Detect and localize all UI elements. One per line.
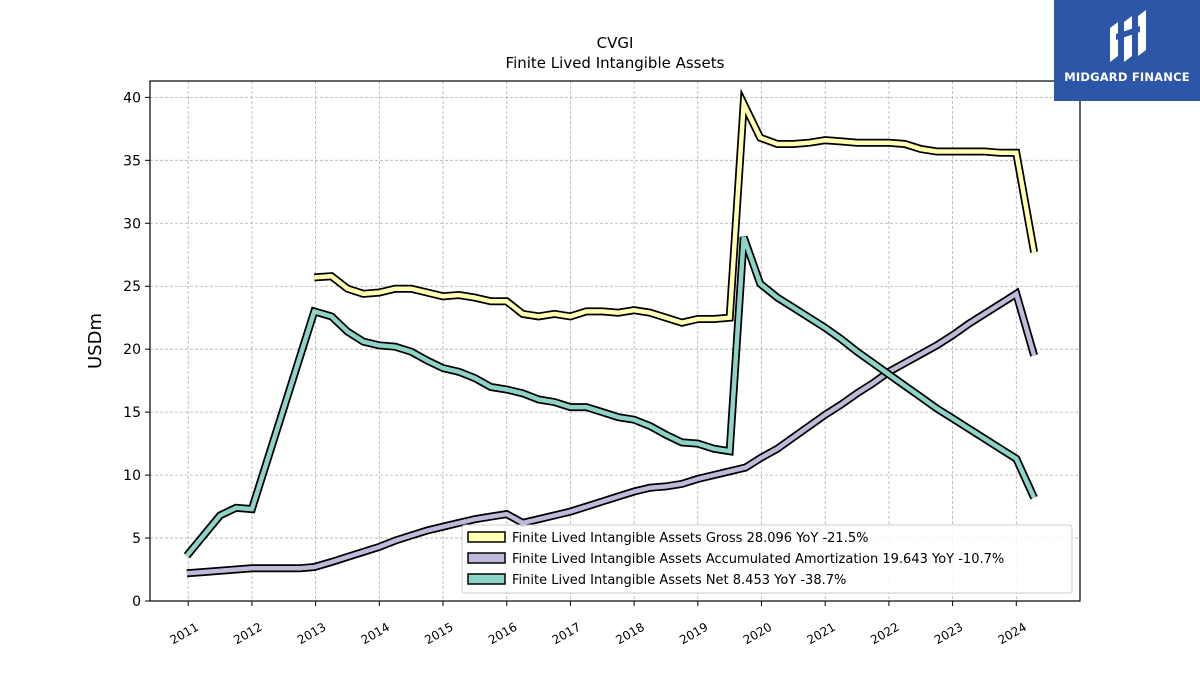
legend-swatch-1 — [467, 552, 506, 564]
x-tick-label: 2018 — [613, 620, 646, 647]
x-axis: 2011 2012 2013 2014 2015 2016 2017 2018 2019 2020… — [167, 601, 1029, 647]
chart-title: CVGI — [597, 34, 634, 52]
legend-swatch-2 — [467, 573, 506, 585]
series-line-1 — [186, 290, 1037, 576]
x-tick-label: 2011 — [167, 620, 200, 647]
brand-name: MIDGARD FINANCE — [1064, 70, 1190, 84]
x-tick-label: 2015 — [422, 620, 455, 647]
x-tick-label: 2022 — [868, 620, 901, 647]
x-tick-label: 2019 — [677, 620, 710, 647]
y-tick-label: 15 — [123, 405, 141, 421]
legend-box — [461, 524, 1073, 594]
x-tick-label: 2016 — [486, 620, 519, 647]
y-tick-label: 20 — [123, 342, 141, 358]
y-tick-label: 30 — [123, 216, 141, 232]
y-tick-label: 40 — [123, 90, 141, 106]
legend-label-2: Finite Lived Intangible Assets Net 8.453… — [512, 573, 846, 588]
legend-swatch-0 — [467, 531, 506, 543]
y-tick-label: 35 — [123, 153, 141, 169]
x-tick-label: 2020 — [741, 620, 774, 647]
y-tick-label: 5 — [132, 531, 141, 547]
series-line-0 — [314, 95, 1037, 326]
series-line-2 — [185, 236, 1037, 558]
y-axis-label: USDm — [85, 313, 106, 369]
x-tick-label: 2013 — [295, 620, 328, 647]
brand-logo: MIDGARD FINANCE — [1054, 0, 1200, 101]
x-tick-label: 2021 — [804, 620, 837, 647]
y-tick-label: 0 — [132, 594, 141, 610]
y-tick-label: 25 — [123, 279, 141, 295]
y-axis: 0 5 10 15 20 25 30 35 40 — [123, 90, 150, 610]
plot-frame — [149, 80, 1081, 602]
x-tick-label: 2023 — [932, 620, 965, 647]
legend-label-0: Finite Lived Intangible Assets Gross 28.… — [512, 531, 868, 546]
series-outline-2 — [183, 235, 1038, 559]
x-tick-label: 2017 — [550, 620, 583, 647]
chart-subtitle: Finite Lived Intangible Assets — [506, 54, 725, 72]
legend: Finite Lived Intangible Assets Gross 28.… — [461, 524, 1073, 594]
x-tick-label: 2012 — [231, 620, 264, 647]
grid — [150, 81, 1080, 602]
brand-mark-icon — [1110, 10, 1146, 62]
x-tick-label: 2014 — [359, 620, 392, 647]
y-tick-label: 10 — [123, 468, 141, 484]
series-layer — [183, 88, 1039, 578]
x-tick-label: 2024 — [996, 620, 1029, 647]
legend-label-1: Finite Lived Intangible Assets Accumulat… — [512, 552, 1004, 567]
